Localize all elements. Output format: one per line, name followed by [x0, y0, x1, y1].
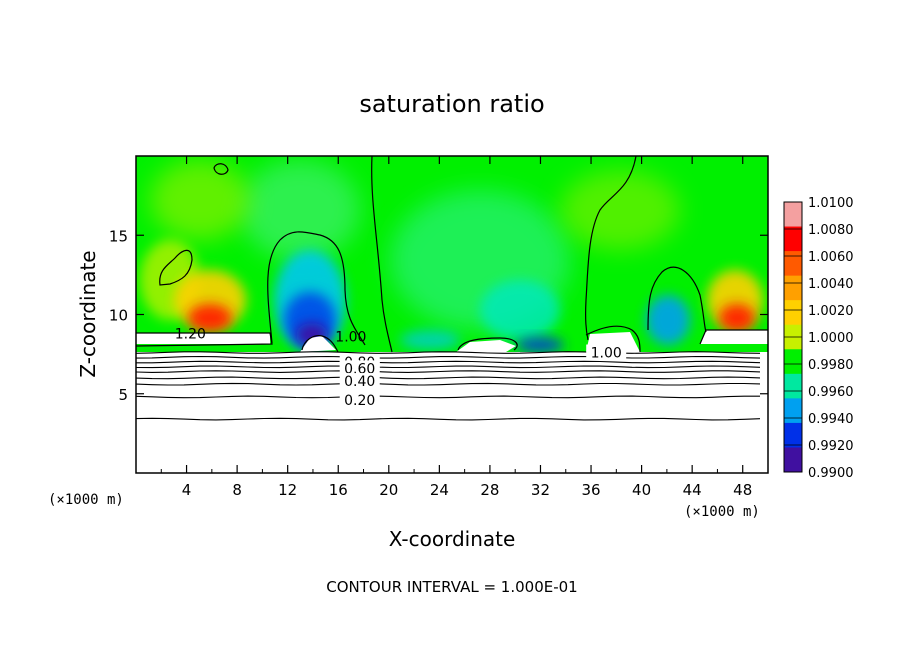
x-tick-label: 48	[733, 481, 752, 499]
contour-label-bg	[339, 360, 380, 375]
x-tick-label: 36	[581, 481, 600, 499]
x-tick-label: 28	[480, 481, 499, 499]
contour-lines	[136, 156, 768, 353]
contour-line	[585, 325, 641, 353]
contour-line	[267, 231, 366, 346]
colorbar-swatch	[784, 349, 802, 375]
contour-label: 1.20	[175, 327, 206, 343]
cloud-base-white	[456, 340, 516, 352]
y-axis: 5 10 15	[109, 227, 768, 404]
contour-interval-note: CONTOUR INTERVAL = 1.000E-01	[326, 578, 577, 596]
colorbar-label: 0.9940	[808, 412, 854, 427]
low-patch	[516, 337, 564, 353]
contour-line	[136, 382, 761, 386]
y-tick-label: 5	[118, 386, 128, 404]
colorbar-label: 1.0040	[808, 277, 854, 292]
moist-patch	[560, 170, 680, 250]
low-patch	[400, 330, 460, 350]
y-tick-label: 10	[109, 307, 128, 325]
horizontal-contours	[136, 351, 761, 421]
contour-line	[647, 266, 707, 333]
colorbar-label: 1.0020	[808, 304, 854, 319]
colorbar-swatch	[784, 226, 802, 252]
x-tick-label: 12	[278, 481, 297, 499]
cloud-base-white	[700, 330, 768, 344]
contour-line	[585, 156, 637, 341]
x-tick-label: 8	[232, 481, 242, 499]
contour-label: 1.00	[335, 330, 366, 346]
colorbar-swatch	[784, 275, 802, 301]
x-tick-label: 24	[430, 481, 449, 499]
colorbar-label: 0.9920	[808, 439, 854, 454]
colorbar-swatch	[784, 422, 802, 448]
high-patch	[188, 304, 232, 332]
y-axis-label: Z-coordinate	[76, 250, 100, 377]
colorbar-label: 1.0000	[808, 331, 854, 346]
plot-area	[136, 156, 768, 473]
contour-line	[457, 337, 518, 351]
colorbar-swatch	[784, 251, 802, 277]
x-axis-unit-right: (×1000 m)	[684, 504, 760, 520]
contour-line	[136, 355, 761, 359]
x-tick-label: 32	[531, 481, 550, 499]
contour-label: 1.00	[591, 346, 622, 362]
x-tick-label: 4	[182, 481, 192, 499]
x-axis-unit-left: (×1000 m)	[48, 492, 124, 508]
contour-line	[371, 156, 393, 353]
colorbar-label: 0.9980	[808, 358, 854, 373]
colorbar-label: 1.0060	[808, 250, 854, 265]
contour-line	[136, 370, 761, 373]
x-tick-label: 16	[329, 481, 348, 499]
x-axis: 4 8 12 16 20 24 28 32 36 40 44 48	[160, 156, 752, 499]
colorbar-swatch	[784, 300, 802, 326]
colorbar-swatch	[784, 202, 802, 228]
colorbar-label: 1.0080	[808, 223, 854, 238]
x-tick-label: 20	[379, 481, 398, 499]
colorbar-swatch	[784, 447, 802, 473]
dry-patch	[480, 280, 560, 340]
contour-line	[136, 360, 761, 364]
subsaturated-layer	[136, 352, 768, 473]
x-axis-label: X-coordinate	[389, 527, 516, 551]
contour-label: 0.40	[344, 374, 375, 390]
y-tick-label: 15	[109, 227, 128, 245]
x-tick-label: 40	[632, 481, 651, 499]
contour-line	[136, 376, 761, 380]
contour-line	[136, 417, 761, 421]
contour-label: 0.20	[344, 393, 375, 409]
contour-line	[136, 395, 760, 399]
contour-line	[159, 249, 193, 286]
contour-label-bg	[339, 373, 380, 388]
cloud-base-white	[300, 336, 336, 352]
low-patch	[646, 295, 690, 345]
contour-labels: 1.201.001.000.800.600.400.20	[175, 327, 627, 409]
high-patch	[719, 304, 755, 332]
dry-patch	[240, 160, 360, 260]
contour-line	[213, 163, 229, 175]
colorbar-label: 0.9900	[808, 466, 854, 481]
contour-label-bg	[586, 344, 627, 359]
contour-label-bg	[339, 392, 380, 407]
chart-title: saturation ratio	[359, 90, 544, 118]
moist-patch	[150, 160, 250, 240]
colorbar-label: 1.0100	[808, 196, 854, 211]
colorbar-swatch	[784, 373, 802, 399]
contour-line	[136, 351, 761, 354]
colorbar: 1.0100 1.0080 1.0060 1.0040 1.0020 1.0000 0.99…	[783, 196, 854, 481]
x-tick-label: 44	[683, 481, 702, 499]
colorbar-swatch	[784, 398, 802, 424]
contour-line	[136, 365, 761, 369]
colorbar-label: 0.9960	[808, 385, 854, 400]
contour-line	[301, 335, 339, 353]
field-patches	[140, 160, 763, 353]
cloud-base-white	[136, 333, 270, 344]
